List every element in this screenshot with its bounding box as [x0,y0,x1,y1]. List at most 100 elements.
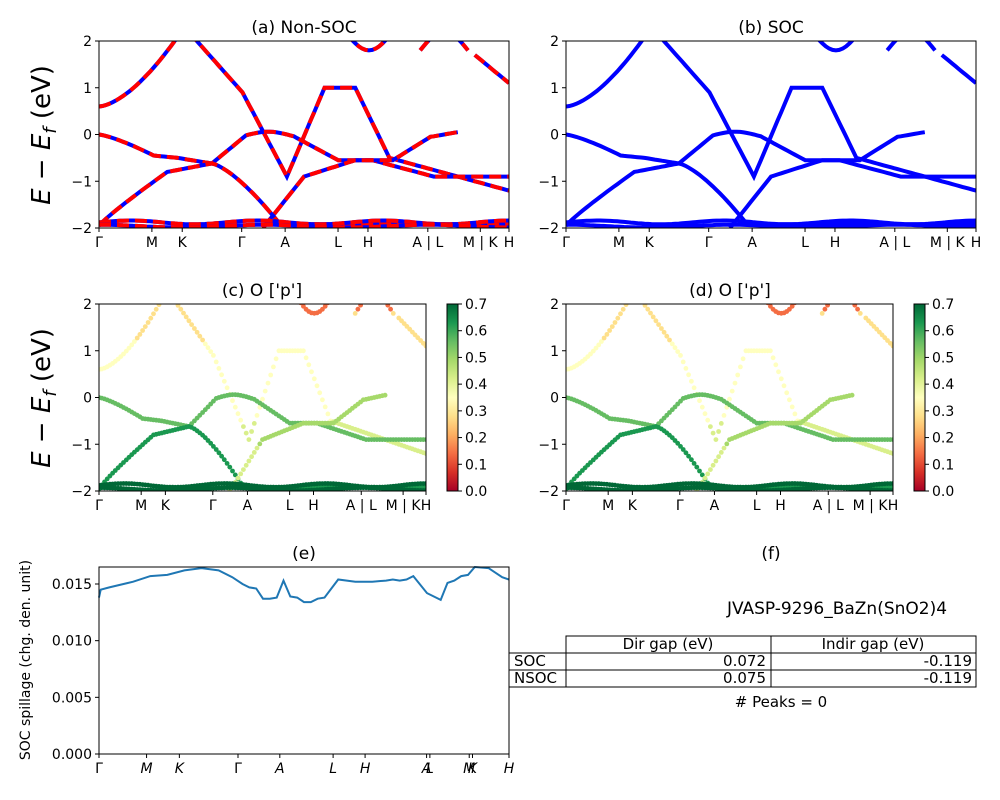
colorbar-d-tick-label: 0.0 [932,484,954,500]
panel-d-projection-point [607,328,612,333]
panel-d-projection-point [716,454,721,460]
panel-d-projection-point [839,292,844,297]
panel-d-title: (d) O ['p'] [689,281,771,301]
panel-d-projection-point [672,345,678,351]
panel-d-projection-point [822,306,828,312]
panel-c-projection-point [249,429,255,434]
panel-d-projection-point [661,329,667,335]
panel-d-projection-point [833,294,838,299]
panel-d-ytick-label: 1 [550,344,559,360]
panel-d-xtick-label: A | L [813,498,844,514]
panel-e-ytick-label: 0.005 [52,690,92,706]
panel-c-projection-point [186,318,192,324]
panel-e-xtick-label: M [463,761,475,777]
panel-c-projection-point [126,345,132,351]
colorbar-c-tick-label: 0.5 [465,350,487,366]
panel-d-projection-point [650,314,656,320]
panel-c-projection-point [390,311,396,316]
panel-b-ytick-label: 1 [550,81,559,97]
panel-c-projection-point [211,444,216,449]
panel-d-projection-point [635,291,640,296]
panel-d-projection-point [792,411,798,417]
panel-c-projection-point [153,306,159,312]
panel-d-ytick-label: 0 [550,391,559,407]
panel-d-projection-point [727,396,732,402]
panel-e-title: (e) [292,544,316,564]
panel-e-xtick-label: K [468,761,479,777]
panel-c-projection-point [227,464,233,470]
panel-d-ytick-label: −2 [538,484,559,500]
panel-a-band-line [350,41,509,85]
panel-c-projection-point [145,320,151,325]
colorbar-d-tick-label: 0.3 [932,404,954,420]
panel-d-projection-point [702,411,708,417]
panel-b-xtick-label: A [747,235,757,251]
panel-d-xtick-label: H [888,498,899,514]
panel-d-projection-point [705,471,711,477]
colorbar-d-tick-label: 0.5 [932,350,954,366]
panel-e-ytick-label: 0.010 [52,634,92,650]
panel-d-projection-point [618,311,623,317]
panel-c-projection-point [235,475,241,481]
panel-c-projection-point [189,322,195,327]
panel-a-xtick-label: Γ [95,235,103,251]
panel-c-projection-point [241,424,246,429]
panel-d-projection-point [593,345,599,351]
panel-c-projection-point [197,333,203,339]
panel-c-projection-point [249,454,255,460]
table-header-dir: Dir gap (eV) [623,635,714,653]
panel-d-projection-point [789,404,795,410]
panel-b-xtick-label: M | K [930,235,966,251]
panel-d-projection-point [784,390,790,396]
peaks-count: # Peaks = 0 [735,693,827,711]
panel-c-xtick-label: M | K [386,498,422,514]
panel-c-projection-point [257,441,263,447]
panel-c-projection-point [232,404,238,410]
panel-c-projection-point [142,324,148,329]
panel-d-projection-point [656,322,661,327]
panel-c-projection-point [320,397,325,403]
panel-c-projection-point [325,411,331,417]
panel-a-ytick-label: −1 [71,174,92,190]
panel-c-projection-point [364,296,369,301]
panel-a-xtick-label: A [280,235,290,251]
panel-a-xtick-label: M | K [463,235,499,251]
table-header-indir: Indir gap (eV) [822,635,925,653]
panel-b-xtick-label: L [801,235,809,251]
panel-e-xtick-label: M [141,761,153,777]
panel-c-projection-point [322,304,328,309]
panel-d-projection-point [694,464,700,470]
panel-e-xtick-label: H [360,761,371,777]
panel-b-ytick-label: −1 [538,174,559,190]
panel-a-xtick-label: H [363,235,374,251]
panel-c-projection-point [260,396,265,402]
panel-c-projection-point [165,288,170,293]
panel-d-xtick-label: Γ [562,498,570,514]
panel-b-xtick-label: Γ [562,235,570,251]
panel-e-xtick-label: Γ [234,761,242,777]
panel-a-title: (a) Non-SOC [251,18,356,38]
panel-c-projection-point [314,383,320,389]
panel-c-projection-point [251,450,257,455]
panel-d-projection-point [683,450,689,456]
panel-b-xtick-label: Γ [705,235,713,251]
panel-e-xtick-label: A [274,761,285,777]
panel-c-projection-point [366,294,371,299]
panel-f-table: JVASP-9296_BaZn(SnO2)4 Dir gap (eV) Indi… [508,599,977,711]
panel-c-projection-point [423,481,426,486]
panel-c-projection-point [224,385,230,391]
table-row-nsoc-indir: -0.119 [924,669,972,687]
panel-c-projection-point [271,364,276,370]
panel-c-projection-point [224,461,230,466]
panel-d-xtick-label: M | K [853,498,889,514]
panel-c-projection-point [137,332,143,337]
panel-c-projection-point [317,390,323,396]
panel-c-xtick-label: L [286,498,294,514]
panel-d-projection-point [710,462,716,468]
panel-d-projection-point [890,488,893,491]
panel-d-projection-point [890,451,893,456]
panel-c-ytick-label: 1 [83,344,92,360]
panel-c-projection-point [362,304,364,305]
panel-c-projection-point [331,292,336,297]
panel-c-xtick-label: Γ [209,498,217,514]
